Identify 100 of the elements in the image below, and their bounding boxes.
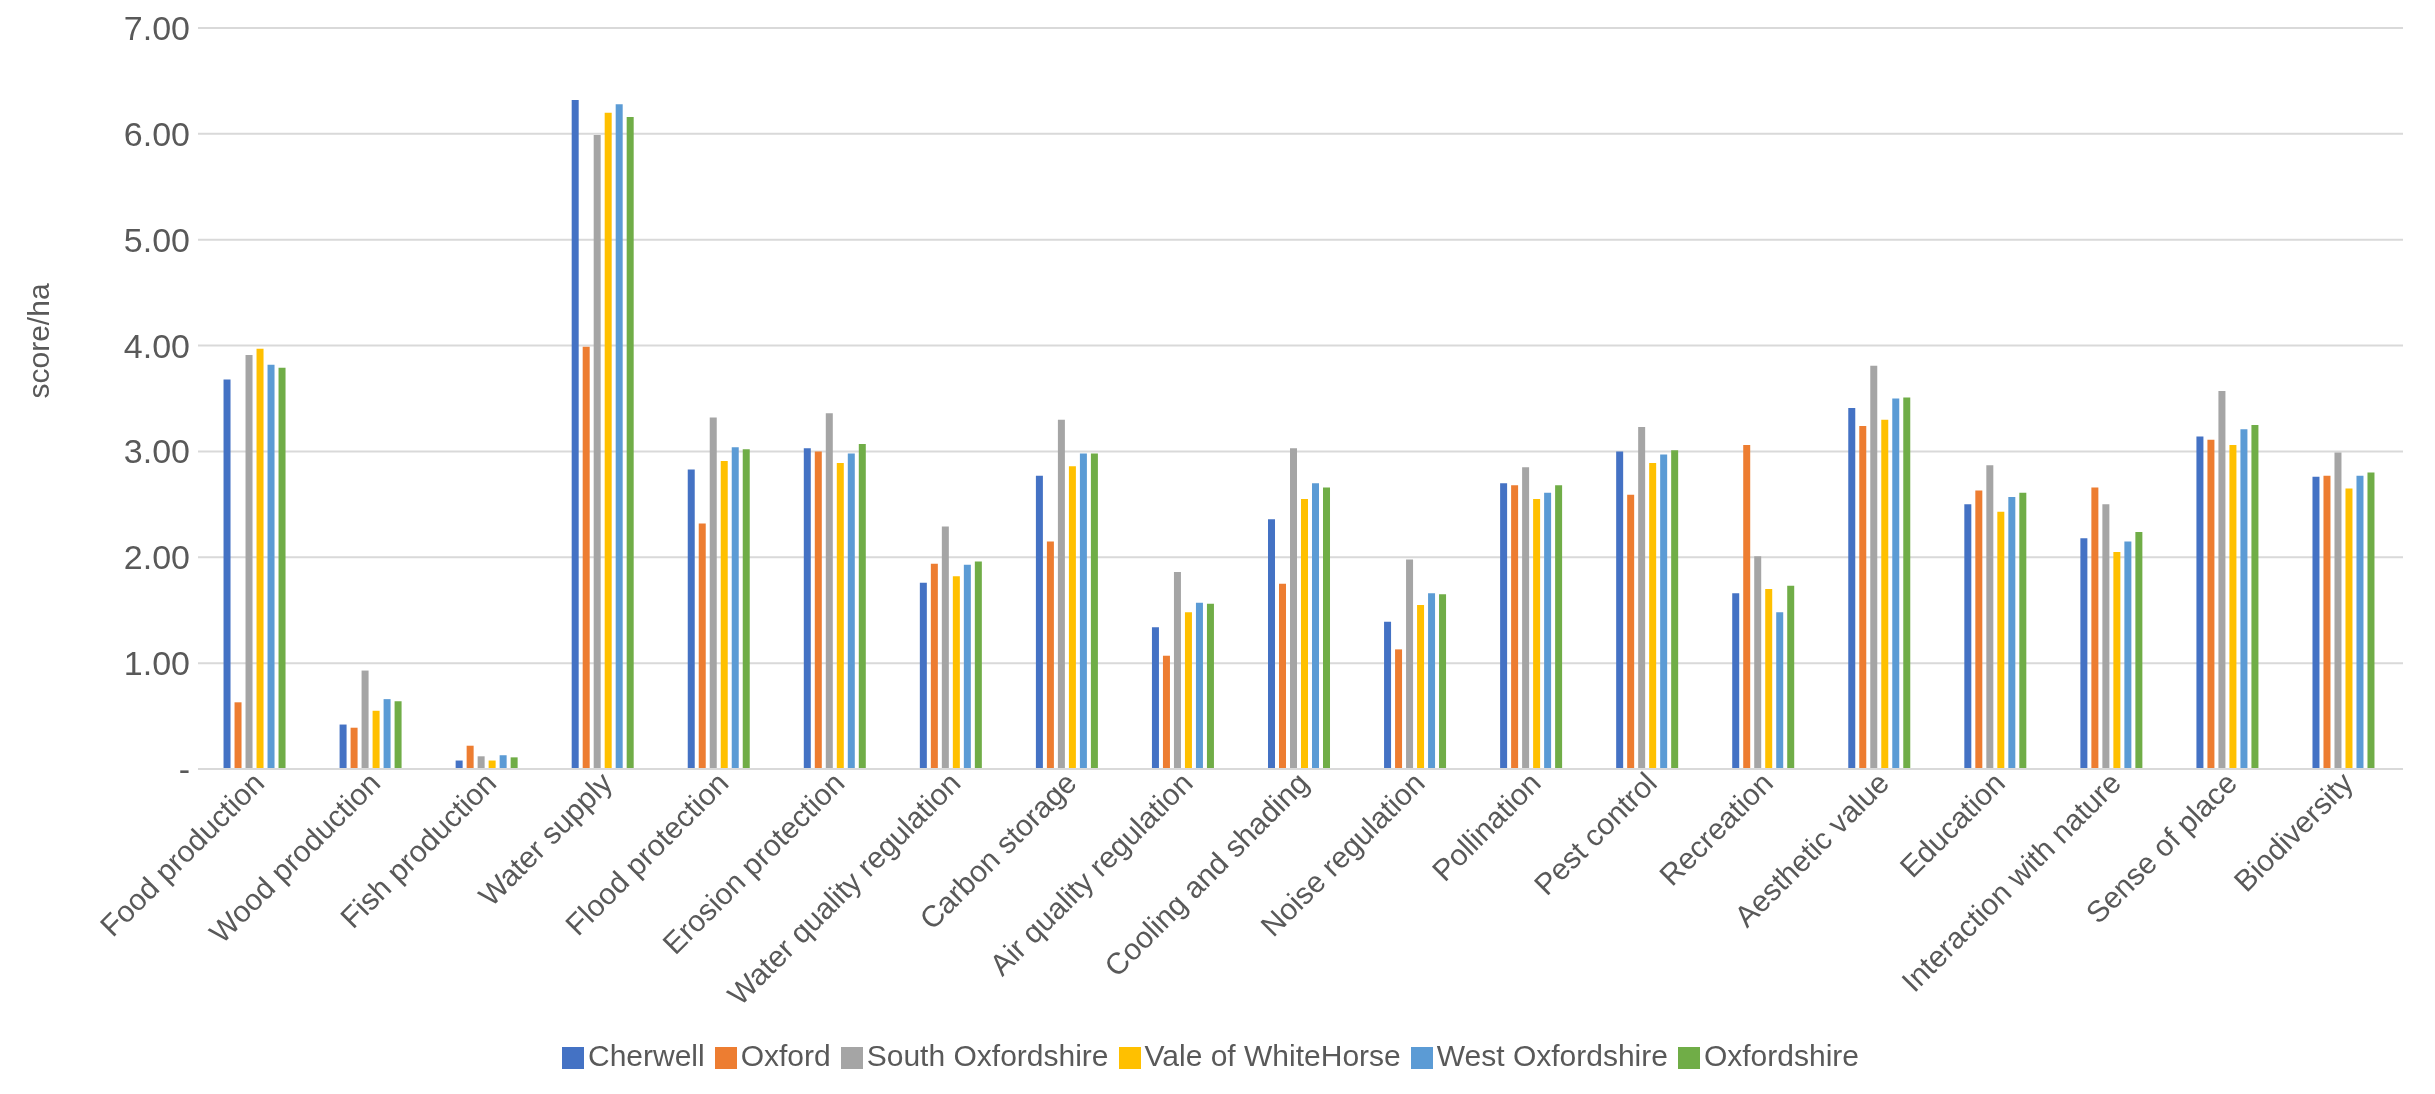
bar [1533,499,1541,769]
bar [847,453,855,769]
bar [1206,603,1214,769]
bar [1323,487,1331,769]
bar [742,449,750,769]
bar [941,526,949,769]
bar [1754,556,1762,769]
bar [2091,487,2099,769]
y-tick-label: 2.00 [123,538,190,577]
y-tick-label: - [178,750,190,789]
bar [1173,572,1181,769]
y-tick-label: 5.00 [123,220,190,259]
bar [256,348,264,769]
bar [604,112,612,769]
y-tick-label: 6.00 [123,114,190,153]
bar [571,99,579,769]
bar [1892,398,1900,769]
bar [361,670,369,769]
bar [1743,445,1751,769]
bar [499,755,507,769]
bar [1544,492,1552,769]
bar [836,463,844,769]
bar [974,561,982,769]
bar [2229,445,2237,769]
bar [2251,424,2259,769]
bar [1964,504,1972,769]
bar [1384,621,1392,769]
bar [1638,427,1646,769]
bar [2196,436,2204,769]
bar [1184,612,1192,769]
legend-label: Oxford [740,1039,831,1072]
bar [1671,450,1679,769]
bar [963,564,971,769]
bar [1732,593,1740,769]
y-tick-label: 1.00 [123,644,190,683]
bar [720,460,728,769]
bar [626,116,634,769]
bar [814,451,822,769]
bar [1903,397,1911,769]
bar [1881,419,1889,769]
bar [2124,541,2132,769]
bar [1151,627,1159,769]
bar [687,469,695,769]
legend-label: Oxfordshire [1703,1039,1859,1072]
legend-label: Cherwell [587,1039,705,1072]
bar [372,710,380,769]
bar [1776,612,1784,769]
bar [1870,365,1878,769]
bar [466,745,474,769]
bar [1522,467,1530,769]
bar [1046,541,1054,769]
bar [1268,519,1276,769]
bar [223,379,231,769]
bar [1428,593,1436,769]
bar [267,364,275,769]
bar [2019,492,2027,769]
bar [1627,494,1635,769]
bar [1035,475,1043,769]
bar [1616,451,1624,769]
bar [245,355,253,769]
bar [394,701,402,769]
legend-label: Vale of WhiteHorse [1144,1039,1401,1072]
bar [825,413,833,769]
bar [1079,453,1087,769]
bar [1511,485,1519,769]
bar [477,756,485,769]
bar [1312,483,1320,769]
bar [2367,472,2375,769]
bar [930,563,938,769]
bar [2207,439,2215,769]
bar [2218,391,2226,769]
bar [1279,583,1287,769]
bar [2334,452,2342,769]
bar [2080,538,2088,769]
bar [1301,499,1309,769]
bar [510,757,518,769]
bar [1068,466,1076,769]
bar [731,447,739,769]
bar [1195,602,1203,769]
bar [1765,589,1773,769]
y-tick-label: 4.00 [123,326,190,365]
bar [2345,488,2353,769]
bar [615,104,623,769]
bar [2312,476,2320,769]
bar [952,576,960,769]
bar [2135,531,2143,769]
bar [1439,594,1447,769]
bar [858,444,866,769]
bar [1997,511,2005,769]
bar [709,417,717,769]
bar [1162,655,1170,769]
bar [698,523,706,769]
bar [383,699,391,769]
bar [803,448,811,769]
bar [1406,559,1414,769]
bar [2113,551,2121,769]
legend-label: South Oxfordshire [866,1039,1109,1072]
bar [1290,448,1298,769]
bar [1859,426,1867,769]
bar [1975,490,1983,769]
